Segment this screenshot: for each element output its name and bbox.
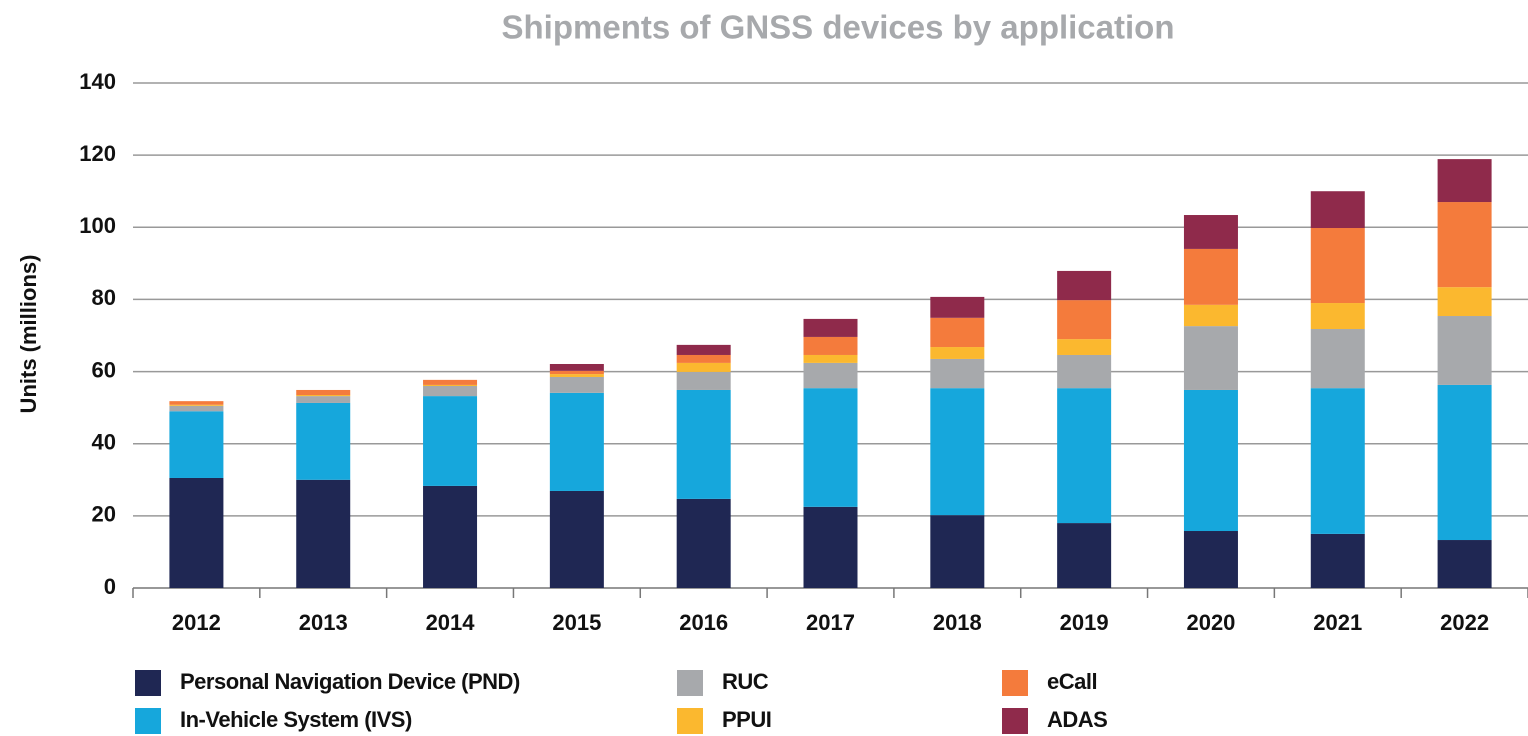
- bar-segment: [1437, 384, 1492, 541]
- bar-segment: [1310, 191, 1365, 229]
- legend-swatch: [677, 670, 703, 696]
- bar-segment: [1310, 303, 1365, 330]
- bar-segment: [1183, 248, 1238, 305]
- x-tick-label: 2015: [552, 610, 601, 635]
- bar-segment: [803, 336, 858, 355]
- bar-segment: [549, 392, 604, 491]
- bar-segment: [1310, 329, 1365, 389]
- bar-segment: [676, 371, 731, 390]
- bar-segment: [1437, 202, 1492, 288]
- x-tick-label: 2022: [1440, 610, 1489, 635]
- bar-segment: [1183, 326, 1238, 390]
- x-tick-label: 2018: [933, 610, 982, 635]
- y-tick-label: 100: [79, 213, 116, 238]
- legend-label: RUC: [722, 669, 769, 694]
- bar-segment: [549, 370, 604, 375]
- legend-label: In-Vehicle System (IVS): [180, 707, 412, 732]
- bar-segment: [423, 396, 478, 486]
- bar-segment: [296, 396, 351, 403]
- bar-segment: [1183, 304, 1238, 327]
- bar-segment: [169, 411, 224, 478]
- bar-segment: [930, 358, 985, 389]
- x-tick-label: 2017: [806, 610, 855, 635]
- bar-segment: [1057, 300, 1112, 340]
- bar-segment: [803, 318, 858, 337]
- y-tick-label: 140: [79, 69, 116, 94]
- legend-label: Personal Navigation Device (PND): [180, 669, 520, 694]
- bar-segment: [803, 506, 858, 588]
- bar-segment: [930, 347, 985, 359]
- bar-segment: [549, 490, 604, 588]
- bar-segment: [1183, 389, 1238, 532]
- legend-label: eCall: [1047, 669, 1097, 694]
- bar-segment: [676, 362, 731, 372]
- bar-segment: [1057, 270, 1112, 301]
- legend-swatch: [677, 708, 703, 734]
- y-tick-label: 0: [104, 574, 116, 599]
- bar-segment: [549, 376, 604, 393]
- bar-segment: [1183, 531, 1238, 588]
- bar-segment: [676, 344, 731, 355]
- bar-segment: [169, 404, 224, 406]
- legend-swatch: [135, 708, 161, 734]
- bar-segment: [296, 402, 351, 480]
- bar-segment: [423, 485, 478, 588]
- legend-swatch: [1002, 708, 1028, 734]
- bar-segment: [549, 363, 604, 371]
- y-tick-label: 20: [92, 502, 116, 527]
- bar-segment: [1310, 228, 1365, 304]
- y-tick-label: 60: [92, 357, 116, 382]
- bar-segment: [803, 362, 858, 389]
- y-tick-label: 120: [79, 141, 116, 166]
- bar-segment: [1057, 339, 1112, 355]
- bar-segment: [803, 388, 858, 507]
- bar-segment: [423, 386, 478, 397]
- x-tick-label: 2019: [1060, 610, 1109, 635]
- bar-segment: [423, 379, 478, 385]
- bar-segment: [169, 401, 224, 405]
- bar-segment: [1437, 316, 1492, 385]
- bar-segment: [1437, 159, 1492, 203]
- bar-segment: [930, 515, 985, 588]
- bar-segment: [296, 395, 351, 397]
- bar-segment: [296, 389, 351, 396]
- y-tick-label: 80: [92, 285, 116, 310]
- x-tick-label: 2020: [1186, 610, 1235, 635]
- y-axis-label: Units (millions): [16, 255, 41, 414]
- bar-segment: [1310, 388, 1365, 534]
- x-tick-label: 2013: [299, 610, 348, 635]
- bar-segment: [169, 405, 224, 412]
- x-tick-label: 2012: [172, 610, 221, 635]
- x-tick-label: 2016: [679, 610, 728, 635]
- bar-segment: [676, 354, 731, 363]
- x-tick-label: 2021: [1313, 610, 1362, 635]
- bar-segment: [1310, 533, 1365, 588]
- x-tick-label: 2014: [426, 610, 476, 635]
- bar-segment: [1057, 523, 1112, 588]
- legend-label: ADAS: [1047, 707, 1107, 732]
- bar-segment: [803, 354, 858, 363]
- bar-segment: [676, 389, 731, 499]
- bar-segment: [930, 317, 985, 348]
- bar-segment: [423, 384, 478, 386]
- legend-swatch: [1002, 670, 1028, 696]
- bar-segment: [930, 388, 985, 516]
- legend-swatch: [135, 670, 161, 696]
- bar-segment: [1057, 388, 1112, 524]
- bar-segment: [676, 498, 731, 588]
- chart-title: Shipments of GNSS devices by application: [502, 9, 1175, 46]
- bar-segment: [1057, 354, 1112, 389]
- bar-segment: [930, 296, 985, 318]
- bar-segment: [1437, 540, 1492, 588]
- bar-segment: [296, 479, 351, 588]
- legend-label: PPUI: [722, 707, 771, 732]
- bar-segment: [169, 477, 224, 588]
- bar-segment: [1437, 287, 1492, 317]
- y-tick-label: 40: [92, 430, 116, 455]
- bar-segment: [549, 374, 604, 377]
- bar-segment: [1183, 215, 1238, 249]
